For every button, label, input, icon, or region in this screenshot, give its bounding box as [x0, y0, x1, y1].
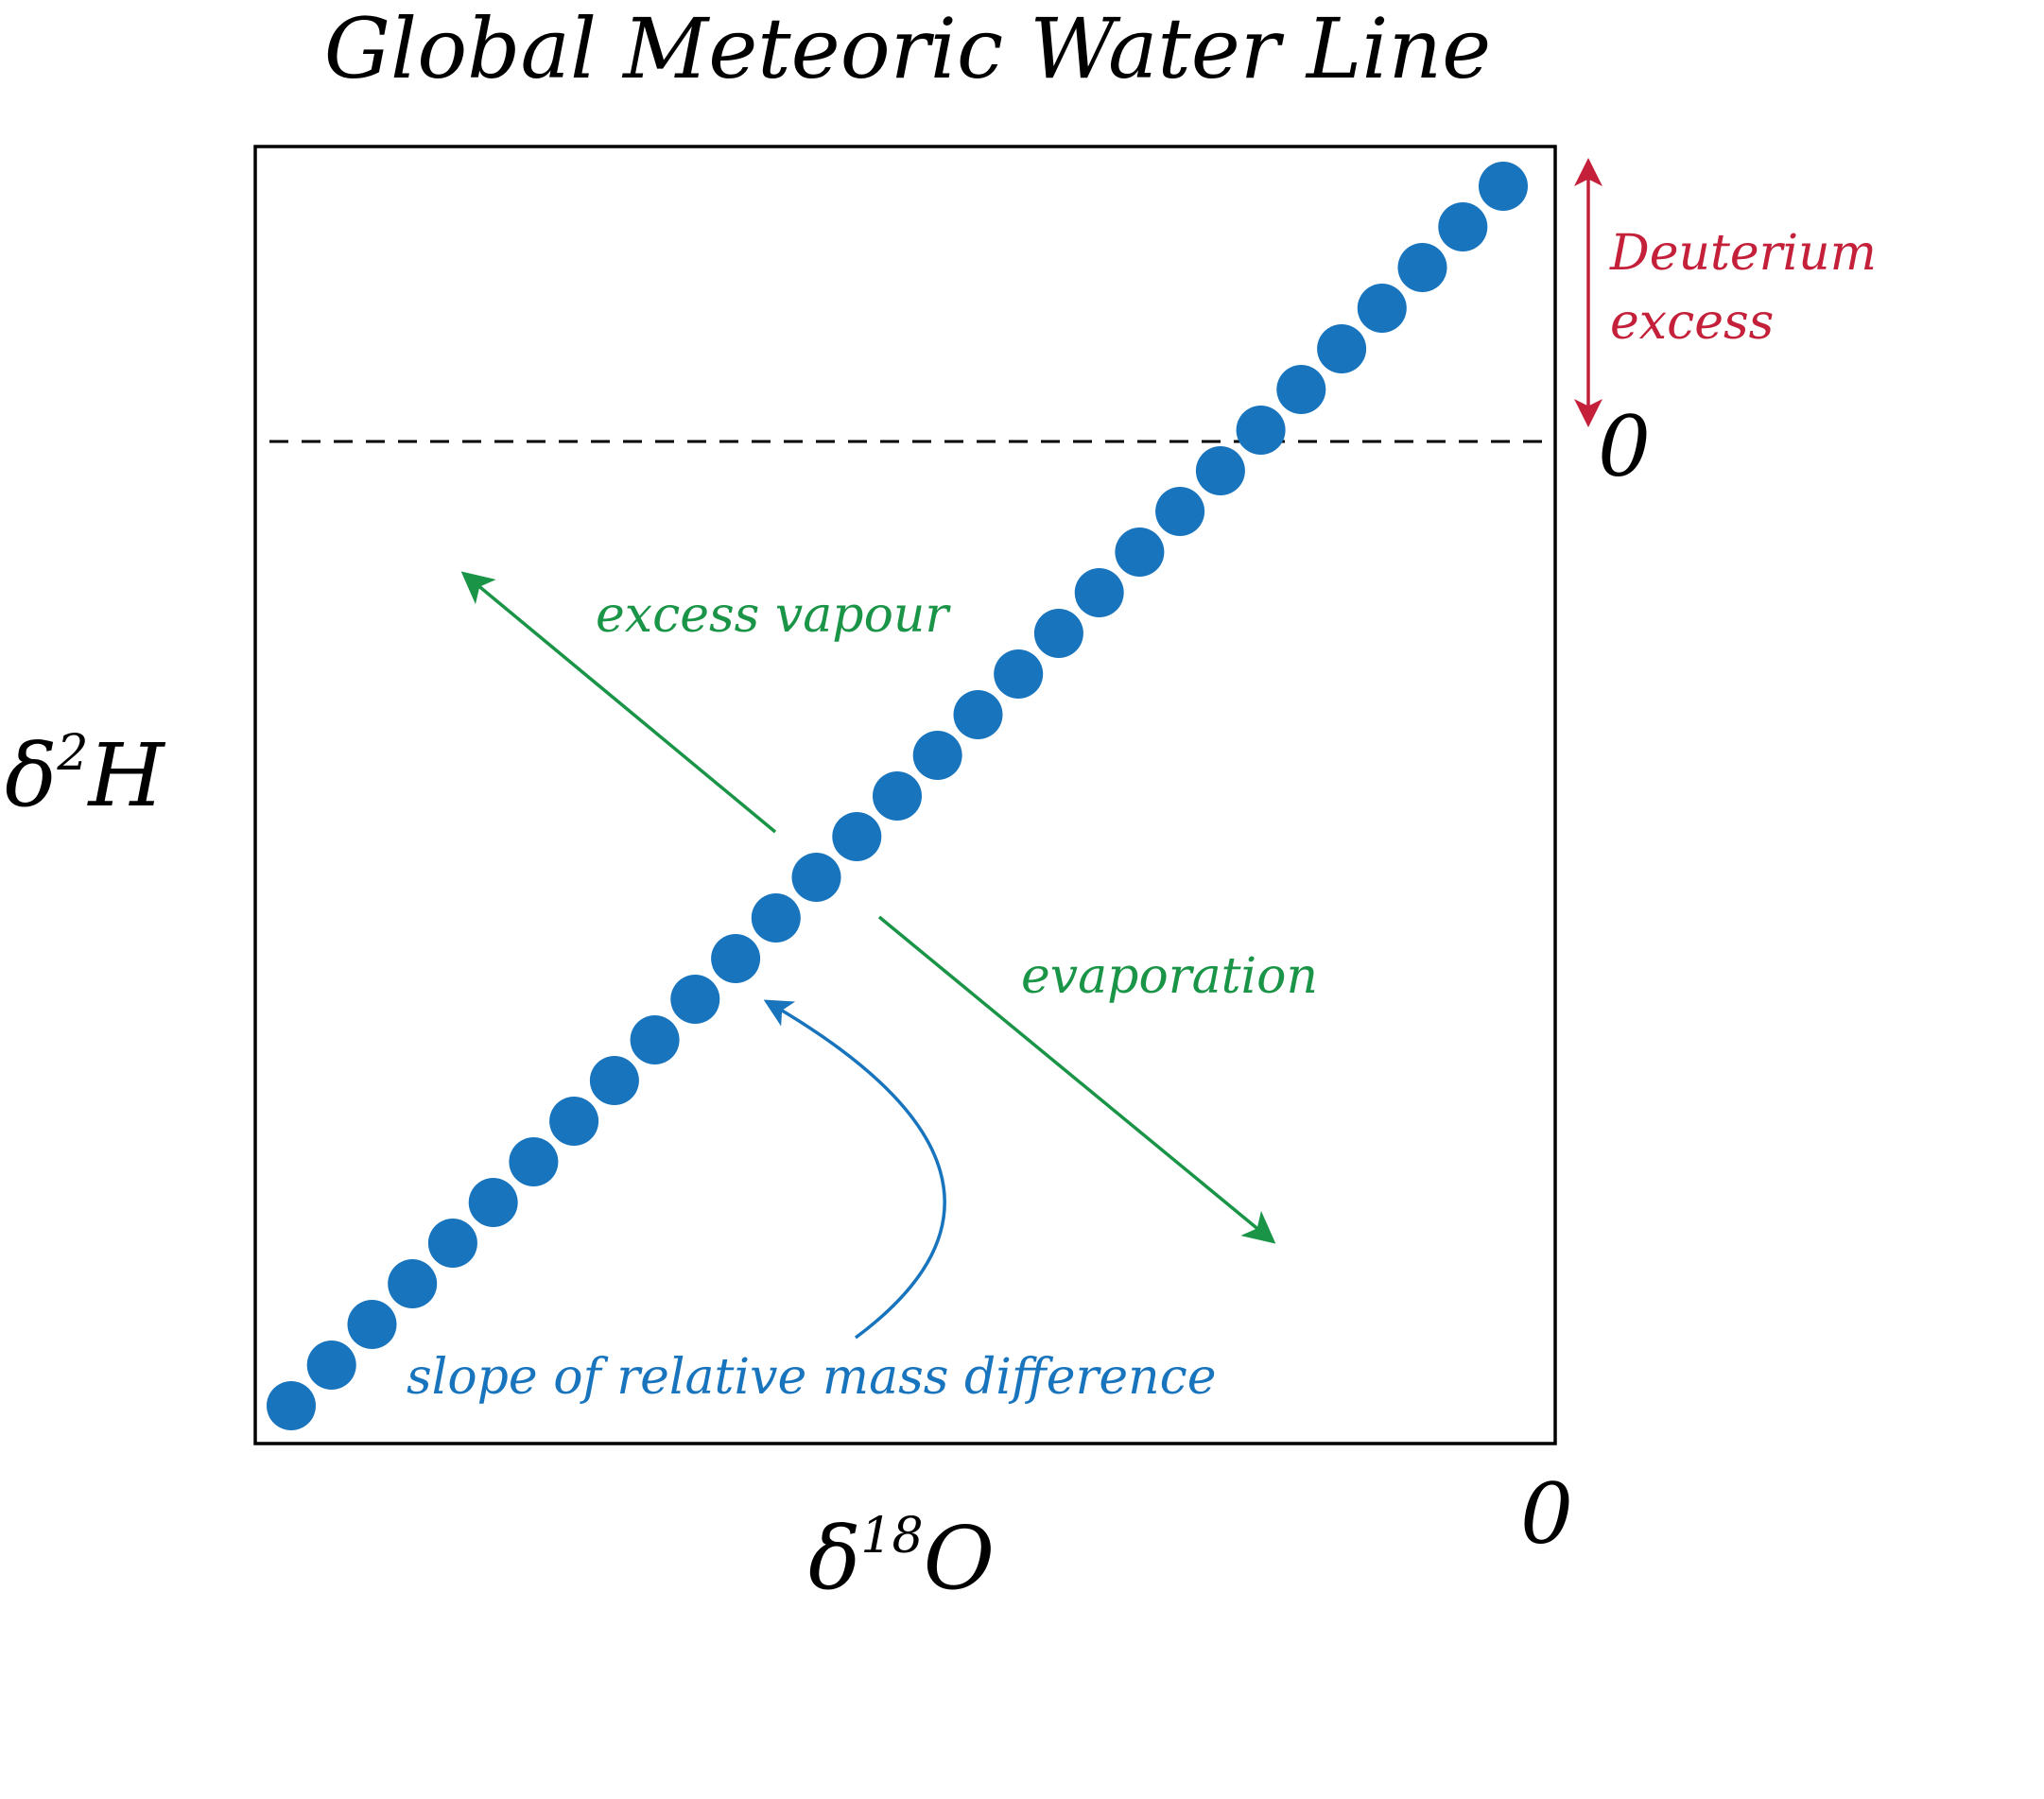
y-axis-label-sup: 2 — [56, 725, 88, 782]
x-axis-label-tail: O — [924, 1508, 995, 1609]
gmwl-point — [509, 1137, 559, 1186]
slope-label: slope of relative mass difference — [407, 1349, 1217, 1406]
x-axis-label: δ18O — [808, 1508, 995, 1609]
gmwl-point — [994, 649, 1044, 699]
gmwl-point — [630, 1015, 680, 1064]
plot-frame — [253, 145, 1557, 1445]
y-zero-label: 0 — [1598, 398, 1651, 495]
gmwl-point — [1479, 162, 1528, 211]
gmwl-point — [711, 934, 761, 983]
gmwl-point — [388, 1259, 438, 1308]
gmwl-point — [1195, 446, 1245, 495]
gmwl-point — [1438, 202, 1488, 251]
deuterium-excess-label-line1: Deuterium — [1609, 225, 1877, 282]
x-axis-label-sup: 18 — [860, 1508, 923, 1565]
gmwl-point — [1155, 487, 1205, 536]
gmwl-point — [1074, 568, 1124, 617]
slope-curved-arrow — [763, 999, 946, 1340]
gmwl-point — [1317, 324, 1367, 373]
gmwl-point — [267, 1381, 316, 1430]
gmwl-point — [873, 771, 922, 821]
gmwl-point — [832, 812, 882, 861]
gmwl-point — [751, 893, 801, 943]
gmwl-point — [912, 731, 962, 780]
diagram-title: Global Meteoric Water Line — [324, 0, 1492, 97]
y-axis-label-tail: H — [86, 725, 165, 826]
x-axis-label-base: δ — [808, 1508, 860, 1609]
gmwl-point — [1115, 528, 1165, 577]
gmwl-point — [670, 975, 720, 1024]
x-zero-label: 0 — [1520, 1465, 1573, 1563]
gmwl-point — [1276, 365, 1326, 414]
gmwl-point — [427, 1219, 477, 1268]
gmwl-point — [589, 1056, 639, 1105]
gmwl-point — [1236, 406, 1286, 455]
gmwl-point — [468, 1178, 518, 1227]
evaporation-arrow — [877, 915, 1276, 1244]
gmwl-point — [1033, 609, 1083, 658]
gmwl-point — [791, 853, 841, 902]
y-axis-label: δ2H — [5, 725, 165, 826]
gmwl-point — [306, 1341, 356, 1390]
evaporation-label: evaporation — [1021, 948, 1318, 1005]
deuterium-excess-label-line2: excess — [1610, 294, 1774, 351]
excess-vapour-label: excess vapour — [596, 587, 951, 644]
gmwl-point — [347, 1300, 397, 1349]
gmwl-point — [1357, 284, 1407, 333]
gmwl-point — [549, 1097, 599, 1146]
excess-vapour-arrow — [460, 571, 777, 834]
gmwl-point — [1397, 243, 1447, 292]
gmwl-points — [267, 162, 1528, 1430]
y-axis-label-base: δ — [5, 725, 57, 826]
gmwl-point — [953, 690, 1003, 739]
